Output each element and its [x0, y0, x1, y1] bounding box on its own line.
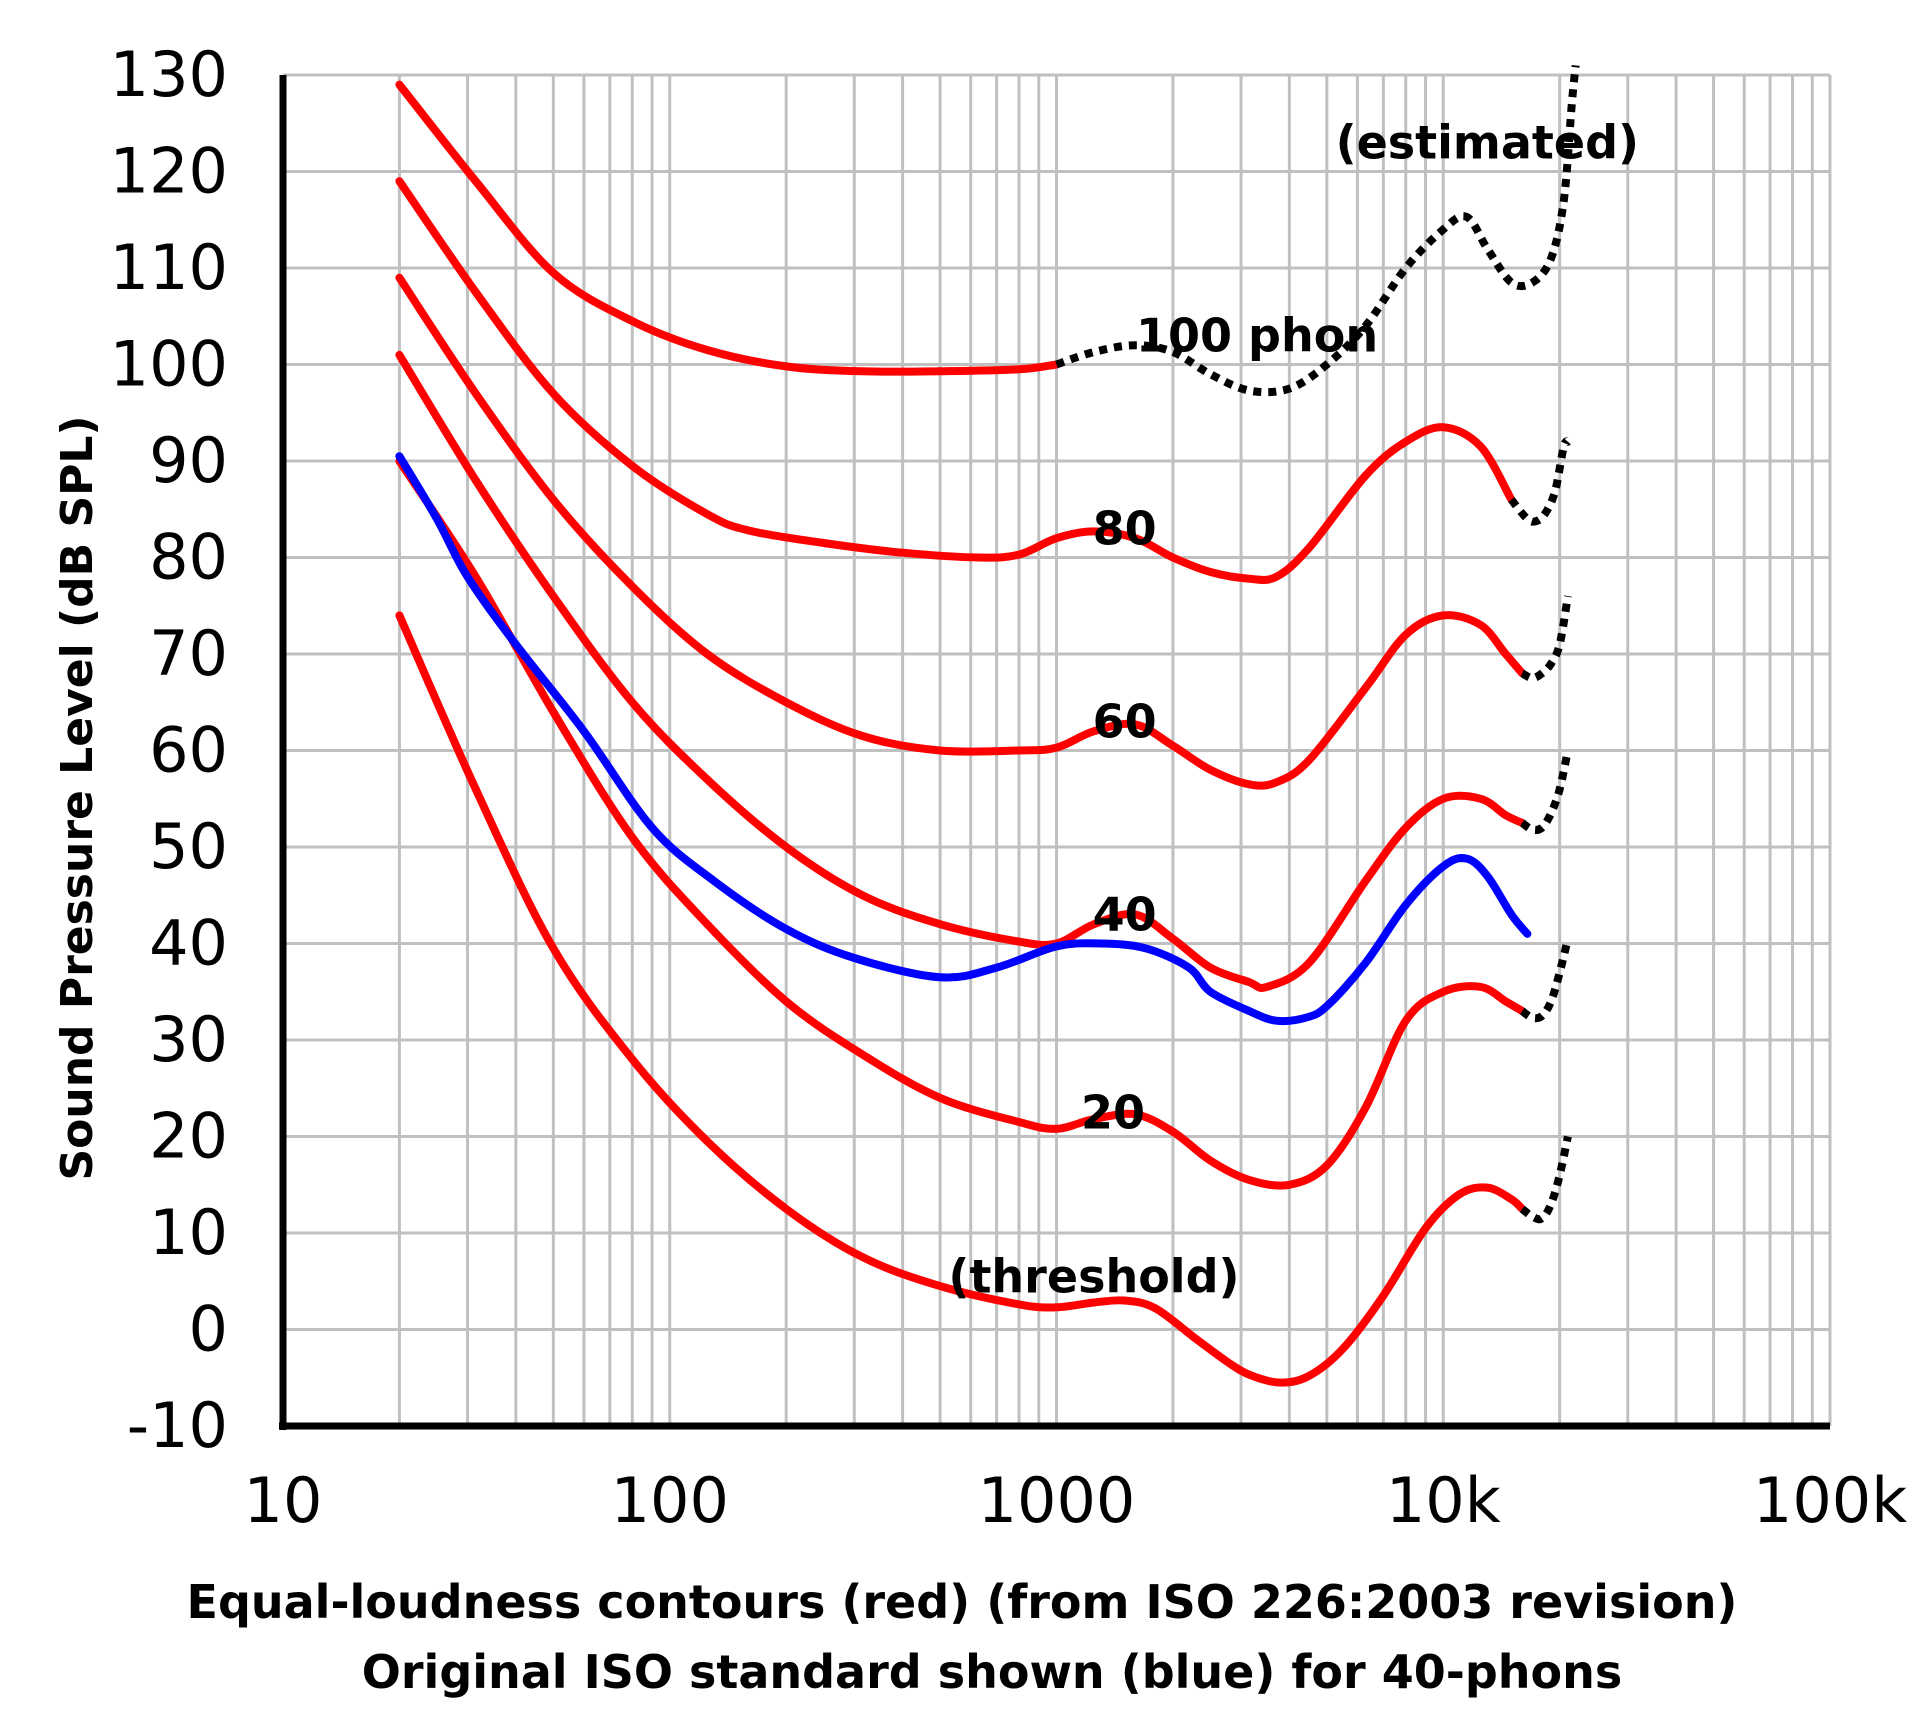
x-tick-label: 10 [244, 1464, 323, 1537]
caption-line-1: Equal-loudness contours (red) (from ISO … [187, 1575, 1738, 1629]
annotation-label: (estimated) [1336, 116, 1639, 170]
series-line-100-phon [395, 80, 1061, 376]
annotation-label: 80 [1093, 502, 1157, 556]
annotation-label: (threshold) [948, 1249, 1239, 1303]
series-line-80-phon [395, 177, 1516, 584]
series-line-100-phon-estimated [1055, 64, 1580, 397]
axes [279, 75, 1830, 1430]
series-line-threshold [395, 611, 1527, 1387]
y-tick-label: 50 [149, 810, 228, 883]
y-tick-label: 30 [149, 1003, 228, 1076]
series-line-60-phon [395, 273, 1527, 790]
y-tick-label: -10 [127, 1389, 228, 1462]
y-tick-label: 0 [189, 1293, 228, 1366]
annotation-label: 20 [1081, 1085, 1145, 1139]
y-tick-label: 40 [149, 907, 228, 980]
y-tick-label: 80 [149, 521, 228, 594]
x-tick-label: 100k [1753, 1464, 1907, 1537]
series-line-60-phon-estimated [1520, 595, 1572, 683]
annotations: (estimated) 100 phon 80 60 40 20 (threshold) [948, 116, 1639, 1304]
annotation-label: 100 phon [1136, 309, 1378, 363]
y-tick-label: 120 [110, 135, 228, 208]
y-tick-label: 70 [149, 617, 228, 690]
series-line-40-phon [395, 350, 1527, 992]
annotation-label: 40 [1093, 888, 1157, 942]
y-tick-label: 110 [110, 231, 228, 304]
y-tick-label: 130 [110, 38, 228, 111]
annotation-label: 60 [1093, 695, 1157, 749]
caption-line-2: Original ISO standard shown (blue) for 4… [362, 1645, 1622, 1699]
y-tick-label: 60 [149, 714, 228, 787]
y-tick-label: 10 [149, 1196, 228, 1269]
series-line-40-phon-original-iso [395, 452, 1532, 1026]
x-tick-label: 100 [611, 1464, 729, 1537]
x-tick-label: 1000 [978, 1464, 1136, 1537]
x-tick-label: 10k [1386, 1464, 1501, 1537]
series-group [395, 64, 1580, 1387]
series-line-20-phon [395, 457, 1527, 1190]
series-line-80-phon-estimated [1508, 437, 1572, 526]
y-tick-label: 90 [149, 424, 228, 497]
y-tick-label: 20 [149, 1100, 228, 1173]
series-line-threshold-estimated [1519, 1135, 1572, 1224]
y-axis-label: Sound Pressure Level (dB SPL) [52, 415, 103, 1180]
y-tick-label: 100 [110, 328, 228, 401]
